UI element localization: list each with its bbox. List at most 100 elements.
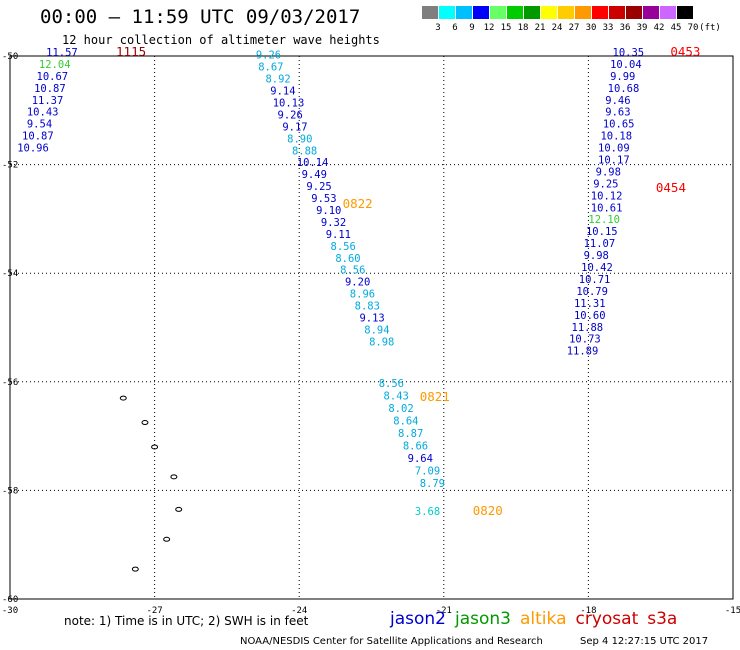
color-scale-label: 21 [534, 23, 546, 33]
pass-time-label: 0454 [656, 180, 686, 195]
wave-height-label: 10.87 [22, 131, 54, 143]
legend-item-jason3: jason3 [455, 609, 511, 629]
wave-height-label: 10.87 [34, 83, 66, 95]
wave-height-label: 9.20 [345, 277, 370, 289]
wave-height-label: 8.83 [355, 301, 380, 313]
wave-height-label: 10.43 [27, 107, 59, 119]
color-scale-label: 45 [670, 23, 682, 33]
wave-height-label: 11.31 [574, 298, 606, 310]
generated-timestamp: Sep 4 12:27:15 UTC 2017 [580, 636, 709, 647]
color-scale-unit: (ft) [699, 23, 721, 33]
wave-height-label: 10.17 [598, 155, 630, 167]
legend-item-altika: altika [520, 609, 567, 629]
wave-height-label: 8.96 [350, 289, 375, 301]
wave-height-label: 9.13 [359, 313, 384, 325]
y-tick-label: -58 [2, 486, 18, 496]
wave-height-label: 10.15 [586, 226, 618, 238]
wave-height-label: 9.26 [256, 50, 281, 62]
x-tick-label: -30 [2, 606, 18, 616]
color-scale-label: 12 [483, 23, 495, 33]
color-scale-label: 6 [452, 23, 458, 33]
wave-height-label: 8.94 [364, 324, 389, 336]
credit-line: NOAA/NESDIS Center for Satellite Applica… [240, 636, 543, 647]
wave-height-label: 9.98 [584, 250, 609, 262]
wave-height-label: 7.09 [415, 466, 440, 478]
wave-height-label: 10.96 [17, 143, 49, 155]
pass-time-label: 0453 [670, 44, 700, 59]
color-scale-label: 3 [435, 23, 441, 33]
island-outline [170, 474, 178, 480]
wave-height-label: 10.61 [591, 202, 623, 214]
wave-height-label: 11.88 [572, 322, 604, 334]
wave-height-label: 9.49 [302, 169, 327, 181]
wave-height-label: 11.57 [46, 47, 78, 59]
legend-item-jason2: jason2 [390, 609, 446, 629]
wave-height-label: 10.42 [581, 262, 613, 274]
color-scale-label: 39 [636, 23, 648, 33]
x-tick-label: -18 [580, 606, 596, 616]
wave-height-label: 9.98 [596, 166, 621, 178]
wave-height-label: 11.37 [32, 95, 64, 107]
color-swatch [575, 6, 591, 19]
color-swatch [439, 6, 455, 19]
wave-height-label: 11.89 [567, 346, 599, 358]
island-outline [163, 536, 171, 542]
wave-height-label: 8.66 [403, 441, 428, 453]
wave-height-label: 10.67 [37, 71, 69, 83]
x-tick-label: -24 [291, 606, 307, 616]
color-swatch [473, 6, 489, 19]
pass-time-label: 0822 [343, 196, 373, 211]
color-swatch [592, 6, 608, 19]
wave-height-label: 10.65 [603, 119, 635, 131]
color-scale-label: 70 [687, 23, 699, 33]
wave-height-label: 8.56 [340, 265, 365, 277]
legend-item-cryosat: cryosat [575, 609, 639, 629]
y-tick-label: -50 [2, 52, 18, 62]
color-swatch [677, 6, 693, 19]
wave-height-label: 9.14 [270, 86, 295, 98]
wave-height-label: 8.60 [335, 253, 360, 265]
color-scale-label: 18 [517, 23, 529, 33]
wave-height-label: 9.11 [326, 229, 351, 241]
color-swatch [422, 6, 438, 19]
pass-time-label: 1115 [116, 44, 146, 59]
plot-frame [9, 55, 734, 600]
color-swatch [541, 6, 557, 19]
wave-height-label: 8.56 [379, 378, 404, 390]
y-tick-label: -54 [2, 269, 18, 279]
color-scale-label: 42 [653, 23, 665, 33]
x-tick-label: -21 [436, 606, 452, 616]
wave-height-label: 9.25 [593, 178, 618, 190]
island-outline [119, 395, 127, 401]
wave-height-label: 10.13 [273, 97, 305, 109]
wave-height-label: 10.60 [574, 310, 606, 322]
wave-height-label: 10.35 [613, 47, 645, 59]
color-scale-label: 9 [469, 23, 475, 33]
wave-height-label: 12.04 [39, 59, 71, 71]
wave-height-label: 9.99 [610, 71, 635, 83]
wave-height-label: 10.68 [608, 83, 640, 95]
wave-height-label: 10.04 [610, 59, 642, 71]
color-scale-label: 36 [619, 23, 631, 33]
wave-height-label: 8.88 [292, 145, 317, 157]
wave-height-label: 9.63 [605, 107, 630, 119]
wave-height-label: 8.87 [398, 428, 423, 440]
wave-height-label: 10.79 [576, 286, 608, 298]
color-swatch [456, 6, 472, 19]
wave-height-label: 10.18 [600, 131, 632, 143]
wave-height-label: 9.17 [282, 121, 307, 133]
wave-height-label: 9.10 [316, 205, 341, 217]
wave-height-label: 3.68 [415, 506, 440, 518]
wave-height-label: 9.54 [27, 119, 52, 131]
wave-height-label: 10.14 [297, 157, 329, 169]
wave-height-label: 12.10 [588, 214, 620, 226]
color-scale-label: 24 [551, 23, 563, 33]
y-tick-label: -52 [2, 161, 18, 171]
x-tick-label: -27 [146, 606, 162, 616]
color-scale-label: 30 [585, 23, 597, 33]
pass-time-label: 0821 [420, 389, 450, 404]
wave-height-label: 9.64 [408, 453, 433, 465]
wave-height-label: 9.26 [278, 109, 303, 121]
color-swatch [609, 6, 625, 19]
